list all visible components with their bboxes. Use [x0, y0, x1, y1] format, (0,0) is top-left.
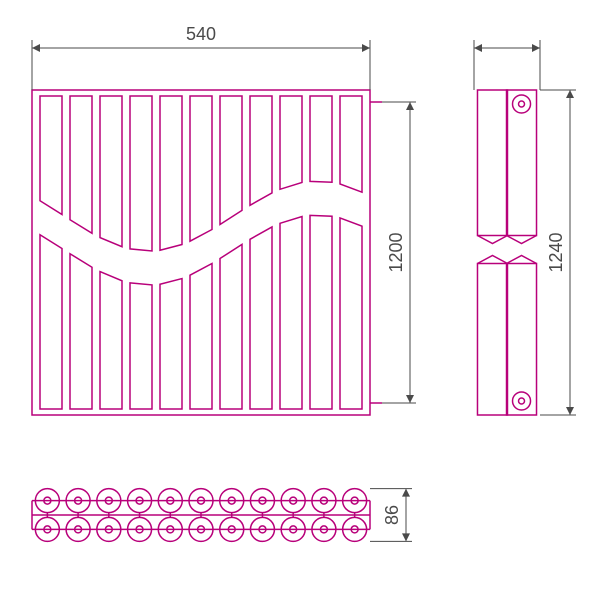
technical-drawing: 540 1200 1240 86: [0, 0, 600, 600]
dim-height-inner: 1200: [386, 232, 406, 272]
dim-width: 540: [186, 24, 216, 44]
front-view-outline: [32, 90, 370, 415]
dim-height-outer: 1240: [546, 232, 566, 272]
dim-depth: 86: [382, 505, 402, 525]
